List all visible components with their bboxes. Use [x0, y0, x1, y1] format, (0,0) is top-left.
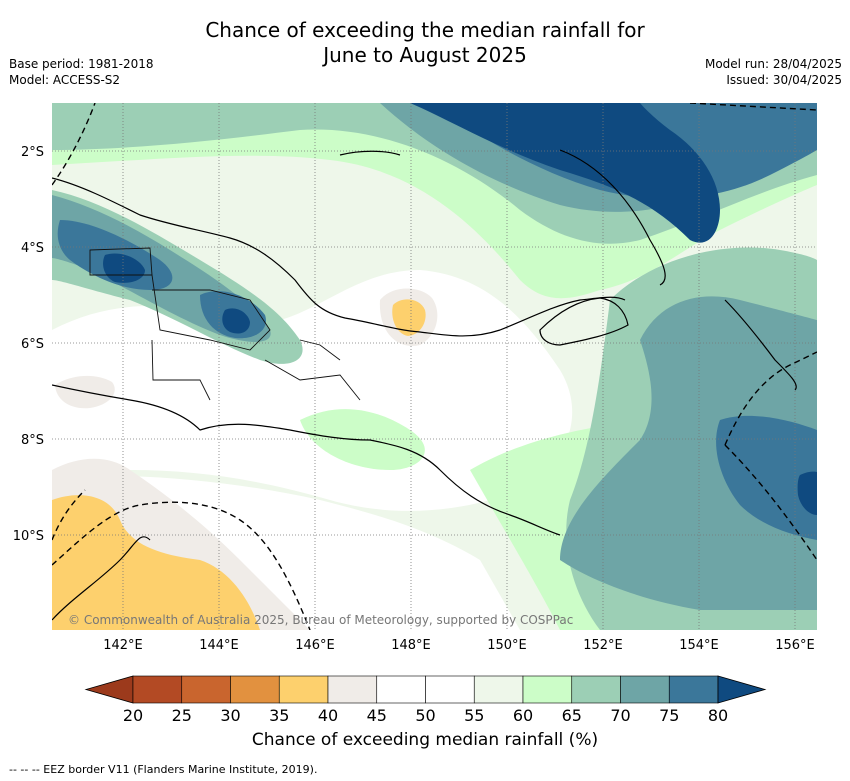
title-line-2: June to August 2025	[323, 43, 527, 67]
issued-date: Issued: 30/04/2025	[726, 73, 842, 87]
eez-legend-footer: -- -- -- EEZ border V11 (Flanders Marine…	[9, 763, 318, 776]
contour-white-central	[52, 270, 573, 511]
contour-darkteal-east	[716, 415, 817, 540]
coastline-new-britain	[539, 297, 629, 346]
lat-label: 2°S	[21, 145, 44, 160]
colorbar-bin	[327, 675, 378, 704]
colorbar-extend-high	[717, 675, 767, 704]
rainfall-contours	[52, 103, 817, 630]
colorbar-bin	[571, 675, 621, 704]
copyright-notice: © Commonwealth of Australia 2025, Bureau…	[68, 613, 574, 627]
colorbar-bin	[376, 675, 426, 704]
coastline-manus	[339, 150, 401, 156]
colorbar-tick-label: 70	[610, 706, 630, 725]
colorbar-bin	[473, 675, 524, 704]
lat-label: 4°S	[21, 241, 44, 256]
contour-teal-east	[560, 296, 817, 610]
meta-right: Model run: 28/04/2025 Issued: 30/04/2025	[705, 56, 842, 88]
colorbar-bin	[425, 675, 475, 704]
colorbar-bin	[278, 675, 329, 704]
lat-label: 10°S	[13, 529, 44, 544]
colorbar-bin	[181, 675, 231, 704]
colorbar-label: Chance of exceeding median rainfall (%)	[251, 730, 599, 750]
map-title: Chance of exceeding the median rainfall …	[0, 18, 850, 68]
model-name: Model: ACCESS-S2	[9, 73, 121, 87]
colorbar-tick-label: 80	[708, 706, 728, 725]
colorbar-tick-label: 25	[172, 706, 192, 725]
coastline-new-guinea-north	[52, 177, 626, 337]
colorbar-bin	[230, 675, 280, 704]
base-period: Base period: 1981-2018	[9, 57, 154, 71]
contour-navy-east	[797, 471, 817, 515]
lon-label: 150°E	[487, 638, 527, 653]
lat-label: 6°S	[21, 337, 44, 352]
colorbar-tick-label: 20	[123, 706, 143, 725]
colorbar-tick-label: 55	[464, 706, 484, 725]
contour-navy-center	[222, 308, 250, 334]
colorbar-tick-label: 35	[269, 706, 289, 725]
colorbar-bin	[668, 675, 719, 704]
title-line-1: Chance of exceeding the median rainfall …	[205, 18, 645, 42]
coastline-new-ireland	[559, 149, 666, 286]
provincial-borders	[89, 247, 361, 401]
contour-navy-west	[103, 253, 145, 283]
coastlines	[52, 149, 797, 621]
colorbar-tick-label: 40	[318, 706, 338, 725]
lat-label: 8°S	[21, 433, 44, 448]
lon-label: 146°E	[295, 638, 335, 653]
model-run: Model run: 28/04/2025	[704, 57, 842, 71]
contour-orange-sw	[52, 495, 260, 630]
lon-label: 154°E	[679, 638, 719, 653]
colorbar-extend-low	[84, 675, 134, 704]
colorbar-tick-label: 30	[220, 706, 240, 725]
coastline-new-guinea-south	[52, 384, 561, 536]
contour-navy-north	[410, 103, 720, 243]
colorbar-tick-label: 45	[367, 706, 387, 725]
lon-label: 148°E	[391, 638, 431, 653]
lon-axis-labels: 142°E 144°E 146°E 148°E 150°E 152°E 154°…	[103, 638, 815, 653]
lon-label: 142°E	[103, 638, 143, 653]
lon-label: 152°E	[583, 638, 623, 653]
lon-label: 156°E	[775, 638, 815, 653]
colorbar-tick-label: 60	[513, 706, 533, 725]
colorbar-tick-label: 75	[659, 706, 679, 725]
lat-axis-labels: 2°S 4°S 6°S 8°S 10°S	[13, 145, 44, 544]
meta-left: Base period: 1981-2018 Model: ACCESS-S2	[9, 56, 154, 88]
contour-orange-center	[392, 299, 426, 336]
colorbar-tick-label: 50	[415, 706, 435, 725]
colorbar-bin	[132, 675, 183, 704]
colorbar: 20 25 30 35 40 45 50 55 60 65 70 75 80	[84, 675, 767, 725]
colorbar-bin	[522, 675, 573, 704]
lon-label: 144°E	[199, 638, 239, 653]
colorbar-tick-label: 65	[562, 706, 582, 725]
colorbar-bin	[620, 675, 670, 704]
graticule	[52, 103, 817, 630]
coastline-bougainville	[724, 299, 797, 391]
coastline-australia	[52, 536, 151, 621]
eez-borders	[52, 103, 817, 630]
